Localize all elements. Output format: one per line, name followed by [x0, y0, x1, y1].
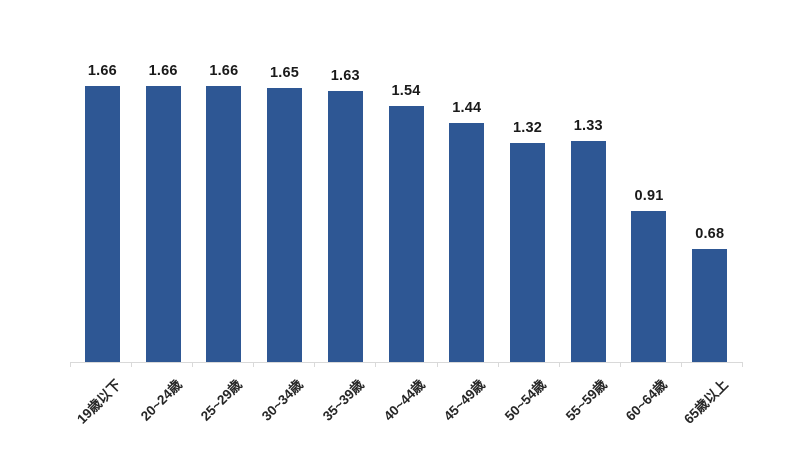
x-axis-tick [253, 362, 255, 367]
x-axis-label: 55~59歳 [562, 376, 610, 424]
bar-slot: 1.66 [133, 40, 194, 362]
x-axis-label: 35~39歳 [319, 376, 367, 424]
data-label: 1.66 [209, 63, 239, 79]
bar [692, 249, 728, 362]
x-axis-tick [436, 362, 438, 367]
bar [267, 88, 303, 362]
data-label: 1.65 [270, 65, 300, 81]
bar-slot: 1.63 [315, 40, 376, 362]
bar-slot: 0.68 [679, 40, 740, 362]
data-label: 1.44 [452, 100, 482, 116]
bar [570, 141, 606, 362]
bar-slot: 1.66 [72, 40, 133, 362]
bar [510, 143, 545, 362]
data-label: 1.32 [512, 120, 543, 136]
x-axis-tick [192, 362, 194, 367]
x-axis-label: 65歳以上 [681, 376, 732, 427]
bar [449, 123, 485, 362]
x-axis-label: 25~29歳 [198, 376, 246, 424]
x-axis-label: 60~64歳 [623, 376, 671, 424]
x-axis-label: 19歳以下 [73, 376, 124, 427]
bar [631, 211, 667, 362]
x-axis-label: 40~44歳 [380, 376, 428, 424]
x-axis-line [70, 362, 742, 363]
plot-area: 1.66 1.66 1.66 1.65 1.63 1.54 1.44 1.32 1.33 0.91… [72, 40, 740, 362]
data-label: 0.91 [634, 188, 664, 204]
x-axis-tick [680, 362, 682, 367]
bar-slot: 1.54 [376, 40, 437, 362]
x-axis-labels: 19歳以下 20~24歳 25~29歳 30~34歳 35~39歳 40~44歳 45~49… [72, 362, 740, 472]
bar-slot: 0.91 [619, 40, 680, 362]
bar [145, 86, 181, 362]
bar [327, 91, 363, 362]
data-label: 1.63 [330, 68, 360, 84]
x-axis-tick [742, 362, 743, 367]
bar [206, 86, 242, 362]
bar-slot: 1.33 [558, 40, 619, 362]
data-label: 1.54 [391, 83, 421, 99]
bar [388, 106, 424, 362]
x-axis-tick [497, 362, 499, 367]
x-axis-tick [558, 362, 560, 367]
bar [84, 86, 120, 362]
bar-slot: 1.44 [436, 40, 497, 362]
data-label: 1.33 [573, 118, 603, 134]
x-axis-label: 45~49歳 [441, 376, 489, 424]
x-axis-tick [70, 362, 71, 367]
data-label: 1.66 [148, 63, 178, 79]
x-axis-tick [314, 362, 316, 367]
x-axis-tick [375, 362, 377, 367]
x-axis-tick [619, 362, 621, 367]
data-label: 1.66 [87, 63, 117, 79]
x-axis-tick [131, 362, 133, 367]
x-axis-label: 30~34歳 [258, 376, 306, 424]
data-label: 0.68 [695, 226, 725, 242]
x-axis-label: 20~24歳 [137, 376, 185, 424]
bar-slot: 1.65 [254, 40, 315, 362]
bar-slot: 1.32 [497, 40, 558, 362]
bar-slot: 1.66 [193, 40, 254, 362]
x-axis-label: 50~54歳 [501, 376, 549, 424]
